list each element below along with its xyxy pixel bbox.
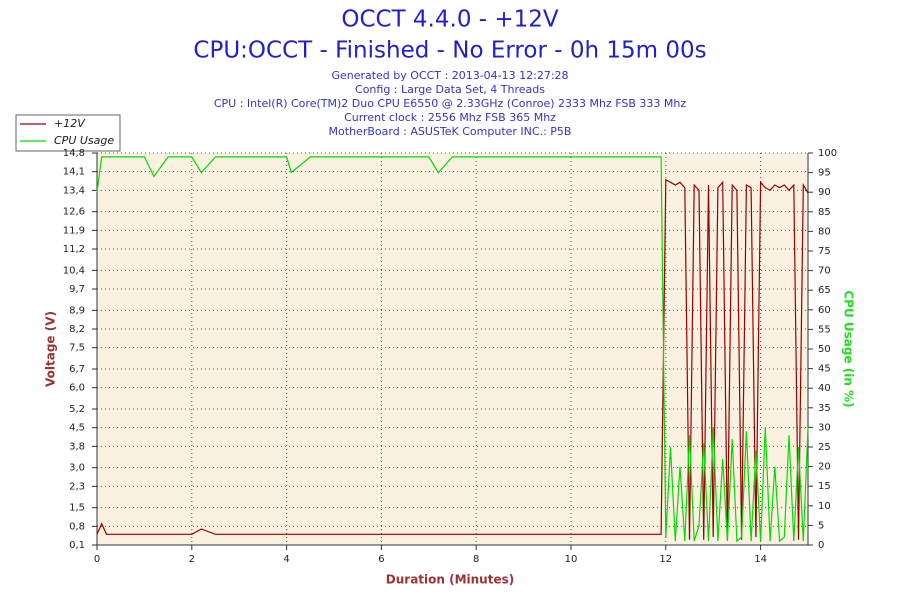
y2-tick-label: 40 bbox=[818, 383, 831, 394]
y-tick-label: 13,4 bbox=[63, 185, 85, 196]
y-tick-label: 12,6 bbox=[63, 207, 85, 218]
y2-tick-label: 20 bbox=[818, 462, 831, 473]
x-tick-label: 6 bbox=[378, 554, 384, 565]
y2-tick-label: 35 bbox=[818, 403, 831, 414]
y-tick-label: 5,2 bbox=[69, 404, 85, 415]
plot-area bbox=[97, 153, 808, 545]
y2-tick-label: 90 bbox=[818, 187, 831, 198]
y2-tick-label: 0 bbox=[818, 540, 824, 551]
y2-tick-label: 95 bbox=[818, 168, 831, 179]
y-tick-label: 3,0 bbox=[69, 463, 85, 474]
y2-tick-label: 5 bbox=[818, 520, 824, 531]
y-tick-label: 0,8 bbox=[69, 521, 85, 532]
y2-tick-label: 50 bbox=[818, 344, 831, 355]
info-line: CPU : Intel(R) Core(TM)2 Duo CPU E6550 @… bbox=[214, 97, 686, 110]
legend bbox=[15, 114, 121, 152]
y2-tick-label: 15 bbox=[818, 481, 831, 492]
legend-label: +12V bbox=[54, 117, 86, 130]
info-line: Generated by OCCT : 2013-04-13 12:27:28 bbox=[331, 69, 568, 82]
x-tick-label: 8 bbox=[473, 554, 479, 565]
y2-tick-label: 55 bbox=[818, 324, 831, 335]
y-tick-label: 7,5 bbox=[69, 343, 85, 354]
y-tick-label: 14,8 bbox=[63, 148, 85, 159]
chart-title: OCCT 4.4.0 - +12V bbox=[341, 7, 559, 33]
x-tick-label: 14 bbox=[754, 554, 767, 565]
y2-tick-label: 75 bbox=[818, 246, 831, 257]
info-line: Current clock : 2556 Mhz FSB 365 Mhz bbox=[344, 111, 556, 124]
legend-label: CPU Usage bbox=[54, 134, 114, 147]
y-tick-label: 6,7 bbox=[69, 364, 85, 375]
y-tick-label: 2,3 bbox=[69, 481, 85, 492]
y2-tick-label: 85 bbox=[818, 207, 831, 218]
x-tick-label: 12 bbox=[659, 554, 672, 565]
y-tick-label: 1,5 bbox=[69, 503, 85, 514]
x-tick-label: 0 bbox=[94, 554, 100, 565]
y-tick-label: 6,0 bbox=[69, 383, 85, 394]
y2-tick-label: 45 bbox=[818, 364, 831, 375]
y2-tick-label: 60 bbox=[818, 305, 831, 316]
info-line: MotherBoard : ASUSTeK Computer INC.: P5B bbox=[329, 125, 572, 138]
x-axis-label: Duration (Minutes) bbox=[386, 573, 514, 587]
x-tick-label: 10 bbox=[565, 554, 578, 565]
y-tick-label: 14,1 bbox=[63, 167, 85, 178]
y2-axis-label: CPU Usage (in %) bbox=[842, 290, 856, 407]
y-tick-label: 4,5 bbox=[69, 423, 85, 434]
y-tick-label: 8,2 bbox=[69, 324, 85, 335]
y2-tick-label: 30 bbox=[818, 422, 831, 433]
y-tick-label: 9,7 bbox=[69, 284, 85, 295]
y2-tick-label: 65 bbox=[818, 285, 831, 296]
y2-tick-label: 25 bbox=[818, 442, 831, 453]
y2-tick-label: 10 bbox=[818, 501, 831, 512]
y-tick-label: 0,1 bbox=[69, 540, 85, 551]
x-tick-label: 2 bbox=[189, 554, 195, 565]
y-axis-label: Voltage (V) bbox=[44, 311, 58, 387]
y2-tick-label: 70 bbox=[818, 266, 831, 277]
x-tick-label: 4 bbox=[283, 554, 289, 565]
y2-tick-label: 80 bbox=[818, 226, 831, 237]
y-tick-label: 11,9 bbox=[63, 225, 85, 236]
y-tick-label: 11,2 bbox=[63, 244, 85, 255]
series-line bbox=[96, 156, 809, 543]
y-tick-label: 8,9 bbox=[69, 305, 85, 316]
y2-tick-label: 100 bbox=[818, 148, 837, 159]
y-tick-label: 10,4 bbox=[63, 265, 85, 276]
info-line: Config : Large Data Set, 4 Threads bbox=[355, 83, 545, 96]
chart-subtitle: CPU:OCCT - Finished - No Error - 0h 15m … bbox=[193, 38, 706, 64]
y-tick-label: 3,8 bbox=[69, 441, 85, 452]
